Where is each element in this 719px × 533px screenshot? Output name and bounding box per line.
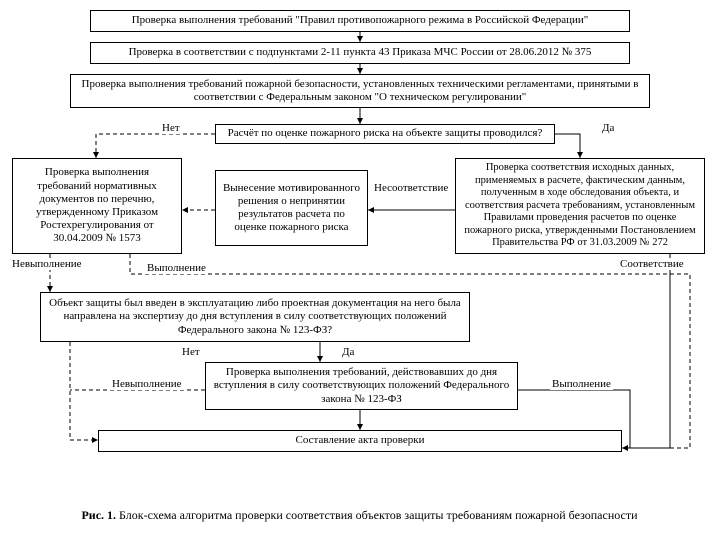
caption-text: Блок-схема алгоритма проверки соответств… bbox=[116, 508, 638, 522]
label-nonconform: Несоответствие bbox=[372, 182, 450, 194]
node-norm-docs: Проверка выполнения требований нормативн… bbox=[12, 158, 182, 254]
node-check-old-requirements: Проверка выполнения требований, действов… bbox=[205, 362, 518, 410]
label-conform: Соответствие bbox=[618, 258, 686, 270]
label-nonfulfil: Невыполнение bbox=[10, 258, 64, 270]
label-yes-2: Да bbox=[340, 346, 356, 358]
node-risk-calc-question: Расчёт по оценке пожарного риска на объе… bbox=[215, 124, 555, 144]
node-compose-act: Составление акта проверки bbox=[98, 430, 622, 452]
label-nonfulfil-2: Невыполнение bbox=[110, 378, 184, 390]
label-no: Нет bbox=[160, 122, 182, 134]
node-check-rules: Проверка выполнения требований "Правил п… bbox=[90, 10, 630, 32]
label-yes: Да bbox=[600, 122, 616, 134]
node-object-commission-question: Объект защиты был введен в эксплуатацию … bbox=[40, 292, 470, 342]
node-check-order: Проверка в соответствии с подпунктами 2-… bbox=[90, 42, 630, 64]
node-check-input-data: Проверка соответствия исходных данных, п… bbox=[455, 158, 705, 254]
node-motivated-decision: Вынесение мотивированного решения о непр… bbox=[215, 170, 368, 246]
caption-prefix: Рис. 1. bbox=[81, 508, 116, 522]
label-no-2: Нет bbox=[180, 346, 202, 358]
label-fulfil-2: Выполнение bbox=[550, 378, 613, 390]
flowchart-canvas: Проверка выполнения требований "Правил п… bbox=[10, 10, 709, 500]
figure-caption: Рис. 1. Блок-схема алгоритма проверки со… bbox=[10, 508, 709, 523]
label-fulfil: Выполнение bbox=[145, 262, 208, 274]
node-check-tech-reg: Проверка выполнения требований пожарной … bbox=[70, 74, 650, 108]
